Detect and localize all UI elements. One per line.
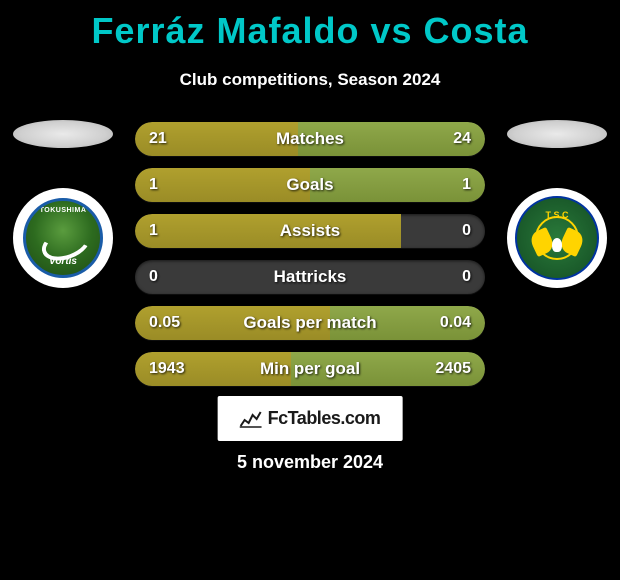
branding-box: FcTables.com [218,396,403,441]
stat-value-right: 0 [462,214,471,248]
stat-row: 11Goals [135,168,485,202]
badge-left-bottom-text: Vortis [26,256,100,267]
player-left-column: TOKUSHIMA Vortis [8,120,118,288]
stat-bar-right [330,306,485,340]
stat-bar-right [298,122,485,156]
stat-bar-left [135,214,401,248]
stat-bar-left [135,352,291,386]
stat-row: 2124Matches [135,122,485,156]
badge-right-center-icon [552,238,562,252]
stats-bars-container: 2124Matches11Goals10Assists00Hattricks0.… [135,122,485,398]
player-right-club-badge: T S C [507,188,607,288]
stat-value-right: 0 [462,260,471,294]
player-right-column: T S C [502,120,612,288]
fctables-logo-icon [240,410,262,428]
branding-text: FcTables.com [268,408,381,429]
stat-bar-right [310,168,485,202]
badge-left-inner: TOKUSHIMA Vortis [23,198,103,278]
badge-left-top-text: TOKUSHIMA [26,207,100,214]
player-left-club-badge: TOKUSHIMA Vortis [13,188,113,288]
badge-right-inner: T S C [515,196,599,280]
subtitle: Club competitions, Season 2024 [0,70,620,90]
stat-bar-left [135,306,330,340]
player-left-avatar-placeholder [13,120,113,148]
stat-row: 0 0Hattricks [135,260,485,294]
page-title: Ferráz Mafaldo vs Costa [0,0,620,52]
stat-value-left: 0 [149,260,158,294]
date-footer: 5 november 2024 [0,452,620,473]
stat-bar-right [291,352,485,386]
stat-bar-left [135,122,298,156]
stat-row: 19432405Min per goal [135,352,485,386]
stat-row: 0.050.04Goals per match [135,306,485,340]
stat-bar-left [135,168,310,202]
stat-label: Hattricks [135,260,485,294]
stat-row: 10Assists [135,214,485,248]
player-right-avatar-placeholder [507,120,607,148]
